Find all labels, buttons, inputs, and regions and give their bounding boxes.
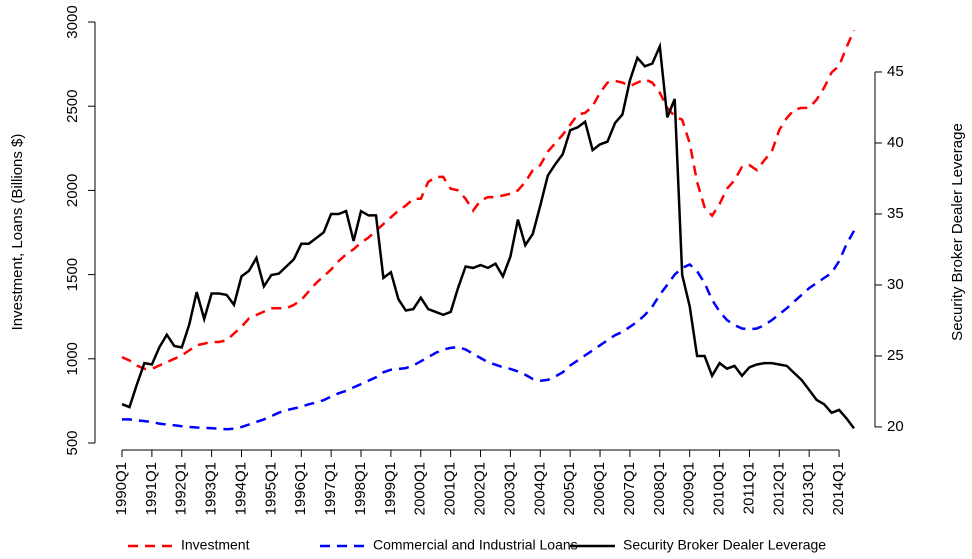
x-tick-label: 2004Q1 bbox=[531, 462, 548, 515]
y-tick-label: 1500 bbox=[64, 258, 81, 291]
y2-axis-label: Security Broker Dealer Leverage bbox=[949, 123, 966, 341]
x-tick-label: 1999Q1 bbox=[382, 462, 399, 515]
y-tick-label: 1000 bbox=[64, 342, 81, 375]
x-tick-label: 2000Q1 bbox=[412, 462, 429, 515]
y-tick-label: 500 bbox=[64, 430, 81, 455]
y-axis-label: Investment, Loans (Billions $) bbox=[9, 134, 26, 331]
x-tick-label: 1997Q1 bbox=[322, 462, 339, 515]
y2-tick-label: 45 bbox=[887, 63, 904, 80]
x-tick-label: 2008Q1 bbox=[651, 462, 668, 515]
legend-label: Investment bbox=[181, 537, 250, 553]
y2-tick-label: 35 bbox=[887, 205, 904, 222]
x-tick-label: 1993Q1 bbox=[203, 462, 220, 515]
x-tick-label: 2007Q1 bbox=[621, 462, 638, 515]
x-tick-label: 2010Q1 bbox=[711, 462, 728, 515]
x-tick-label: 1995Q1 bbox=[262, 462, 279, 515]
x-tick-label: 1990Q1 bbox=[113, 462, 130, 515]
x-tick-label: 2001Q1 bbox=[442, 462, 459, 515]
x-tick-label: 2005Q1 bbox=[561, 462, 578, 515]
x-tick-label: 2006Q1 bbox=[591, 462, 608, 515]
x-tick-label: 1998Q1 bbox=[352, 462, 369, 515]
y2-tick-label: 25 bbox=[887, 347, 904, 364]
x-tick-label: 2003Q1 bbox=[501, 462, 518, 515]
x-tick-label: 2011Q1 bbox=[740, 462, 757, 514]
x-tick-label: 2009Q1 bbox=[681, 462, 698, 515]
y-tick-label: 2000 bbox=[64, 174, 81, 207]
series-line bbox=[122, 230, 856, 431]
x-tick-label: 2012Q1 bbox=[770, 462, 787, 515]
series-line bbox=[121, 29, 856, 371]
legend-label: Commercial and Industrial Loans bbox=[373, 537, 578, 553]
legend-label: Security Broker Dealer Leverage bbox=[623, 537, 826, 553]
y2-tick-label: 20 bbox=[887, 418, 904, 435]
y-tick-label: 3000 bbox=[64, 5, 81, 38]
y-tick-label: 2500 bbox=[64, 90, 81, 123]
y2-tick-label: 40 bbox=[887, 134, 904, 151]
y2-tick-label: 30 bbox=[887, 276, 904, 293]
x-tick-label: 2014Q1 bbox=[830, 462, 847, 515]
x-tick-label: 1992Q1 bbox=[173, 462, 190, 515]
x-tick-label: 1996Q1 bbox=[292, 462, 309, 515]
x-tick-label: 2013Q1 bbox=[800, 462, 817, 515]
x-tick-label: 1994Q1 bbox=[232, 462, 249, 515]
x-tick-label: 2002Q1 bbox=[471, 462, 488, 515]
x-tick-label: 1991Q1 bbox=[143, 462, 160, 515]
series-line bbox=[121, 41, 855, 430]
